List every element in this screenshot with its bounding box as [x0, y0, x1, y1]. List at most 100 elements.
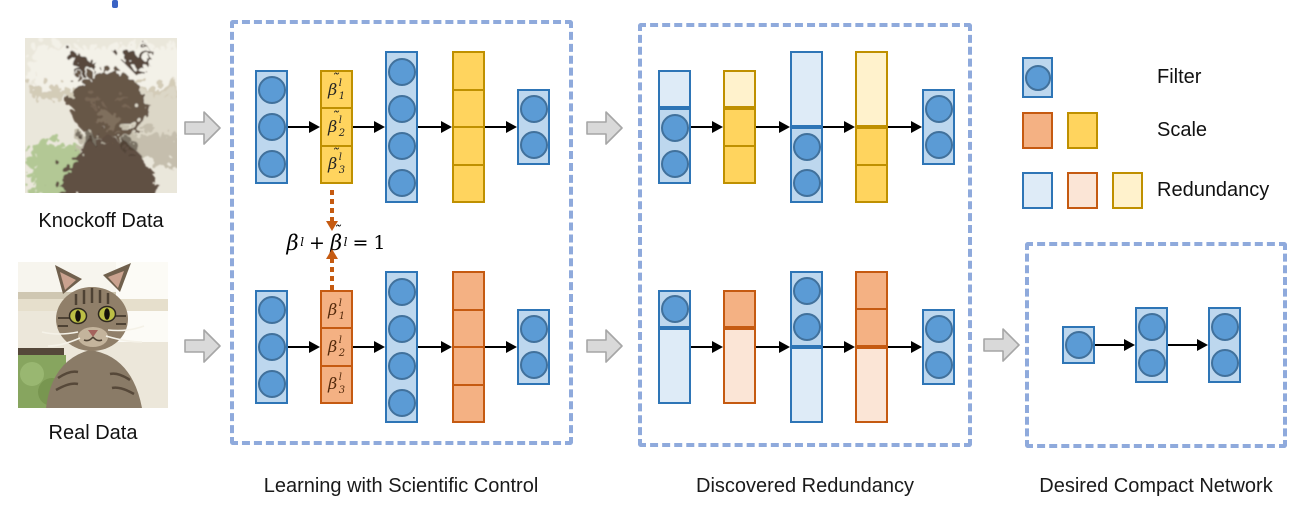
filter-circle-icon — [387, 57, 416, 86]
filter-cell — [257, 365, 286, 402]
filter-cell — [257, 329, 286, 366]
knockoff-data-label: Knockoff Data — [38, 210, 164, 232]
network-column: β ˜ l 1 β ˜ l 2 β ˜ l 3 — [320, 70, 353, 184]
equation-text: + — [309, 232, 325, 254]
filter-cell — [257, 145, 286, 182]
filter-cell — [792, 165, 821, 201]
filter-segment — [922, 89, 955, 165]
network-column — [658, 70, 691, 184]
filter-circle-icon — [924, 315, 953, 343]
network-column — [1208, 307, 1241, 383]
stage1-box — [230, 20, 573, 445]
scale-segment — [452, 51, 485, 203]
filter-cell — [660, 292, 689, 326]
scale-cell — [857, 164, 886, 201]
filter-cell — [257, 109, 286, 146]
filter-cell — [792, 273, 821, 309]
beta-symbol: β ˜ l 3 — [327, 145, 346, 177]
filter-cell — [1064, 328, 1093, 362]
scale-cell — [454, 273, 483, 309]
legend-filter-label: Filter — [1157, 66, 1202, 88]
scale-cell: β ˜ l 2 — [322, 107, 351, 144]
redundancy-segment — [790, 347, 823, 423]
filter-circle-icon — [257, 369, 286, 398]
flow-arrow — [691, 120, 723, 134]
network-column — [658, 290, 691, 404]
filter-segment — [1062, 326, 1095, 364]
filter-segment — [658, 290, 691, 328]
constraint-arrow-icon — [326, 249, 337, 290]
redundancy-segment — [658, 328, 691, 404]
filter-cell — [660, 110, 689, 146]
filter-circle-icon — [1064, 331, 1093, 359]
filter-segment — [790, 271, 823, 347]
network-column — [385, 271, 418, 423]
filter-circle-icon — [660, 295, 689, 323]
filter-circle-icon — [387, 351, 416, 380]
filter-circle-icon — [257, 149, 286, 178]
scale-segment — [723, 290, 756, 328]
real-data-label: Real Data — [48, 422, 138, 444]
filter-segment — [517, 309, 550, 385]
stage-arrow-icon — [184, 328, 222, 369]
filter-segment — [1208, 307, 1241, 383]
legend-scale-orange-icon — [1022, 112, 1053, 149]
network-column — [790, 271, 823, 423]
stage-arrow-icon — [586, 328, 624, 369]
flow-arrow — [485, 120, 517, 134]
filter-circle-icon — [792, 277, 821, 305]
filter-circle-icon — [792, 313, 821, 341]
network-column — [452, 271, 485, 423]
filter-circle-icon — [387, 277, 416, 306]
scale-segment — [855, 271, 888, 347]
stage2-caption: Discovered Redundancy — [696, 475, 914, 497]
network-column — [855, 51, 888, 203]
legend-redundancy-blue-icon — [1022, 172, 1053, 209]
filter-circle-icon — [660, 114, 689, 142]
scale-cell — [725, 110, 754, 145]
filter-cell — [387, 273, 416, 310]
stage3-caption: Desired Compact Network — [1039, 475, 1273, 497]
flow-arrow — [756, 340, 790, 354]
network-column — [255, 290, 288, 404]
redundancy-segment — [658, 70, 691, 108]
scale-segment: β ˜ l 1 β ˜ l 2 β ˜ l 3 — [320, 70, 353, 184]
filter-cell — [1137, 345, 1166, 381]
filter-cell — [519, 91, 548, 127]
filter-cell — [924, 127, 953, 163]
stage-arrow-icon — [983, 327, 1021, 368]
network-column — [517, 89, 550, 165]
filter-circle-icon — [387, 94, 416, 123]
network-column — [723, 70, 756, 184]
filter-circle-icon — [519, 315, 548, 343]
filter-cell — [387, 127, 416, 164]
filter-circle-icon — [924, 131, 953, 159]
filter-circle-icon — [257, 296, 286, 325]
filter-circle-icon — [387, 388, 416, 417]
network-column — [255, 70, 288, 184]
scale-cell — [454, 126, 483, 164]
flow-arrow — [485, 340, 517, 354]
filter-cell — [387, 384, 416, 421]
scale-cell — [857, 308, 886, 345]
filter-circle-icon — [519, 351, 548, 379]
flow-arrow — [353, 340, 385, 354]
filter-circle-icon — [792, 169, 821, 197]
network-column — [723, 290, 756, 404]
scale-cell — [454, 346, 483, 384]
flow-arrow — [353, 120, 385, 134]
legend-scale-label: Scale — [1157, 119, 1208, 141]
filter-circle-icon — [519, 131, 548, 159]
filter-segment — [385, 271, 418, 423]
flow-arrow — [691, 340, 723, 354]
filter-cell — [660, 146, 689, 182]
stage-arrow-icon — [586, 110, 624, 151]
filter-cell — [387, 310, 416, 347]
filter-cell — [924, 91, 953, 127]
flow-arrow — [1168, 338, 1208, 352]
